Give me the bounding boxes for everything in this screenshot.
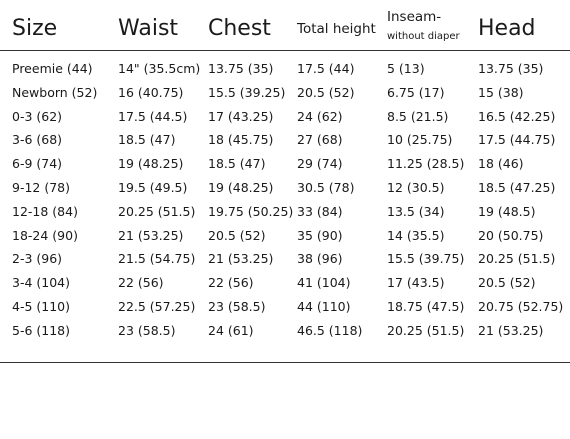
header-waist: Waist xyxy=(118,16,179,41)
cell-inseam: 17 (43.5) xyxy=(387,275,445,291)
cell-total-height: 20.5 (52) xyxy=(297,84,355,100)
cell-inseam: 6.75 (17) xyxy=(387,84,445,100)
cell-head: 16.5 (42.25) xyxy=(478,108,556,124)
cell-size: 6-9 (74) xyxy=(12,156,63,172)
cell-waist: 21.5 (54.75) xyxy=(118,251,196,267)
cell-inseam: 14 (35.5) xyxy=(387,227,445,243)
cell-chest: 22 (56) xyxy=(208,275,254,291)
cell-waist: 23 (58.5) xyxy=(118,322,176,338)
cell-head: 20.5 (52) xyxy=(478,275,536,291)
cell-waist: 20.25 (51.5) xyxy=(118,203,196,219)
cell-chest: 18 (45.75) xyxy=(208,132,274,148)
cell-chest: 19 (48.25) xyxy=(208,180,274,195)
cell-size: 3-6 (68) xyxy=(12,132,63,148)
table-row: 4-5 (110) 22.5 (57.25) 23 (58.5) 44 (110) 18… xyxy=(0,295,570,318)
header-total-height: Total height xyxy=(297,21,376,37)
header-size: Size xyxy=(12,16,58,41)
cell-head: 13.75 (35) xyxy=(478,61,544,76)
cell-size: 5-6 (118) xyxy=(12,322,71,338)
cell-chest: 19.75 (50.25) xyxy=(208,203,294,219)
table-row: Newborn (52) 16 (40.75) 15.5 (39.25) 20.5 (… xyxy=(0,81,570,104)
cell-total-height: 30.5 (78) xyxy=(297,180,355,195)
cell-size: 12-18 (84) xyxy=(12,203,78,219)
cell-inseam: 13.5 (34) xyxy=(387,203,445,219)
cell-waist: 17.5 (44.5) xyxy=(118,108,188,124)
table-row: 18-24 (90) 21 (53.25) 20.5 (52) 35 (90) 14 (… xyxy=(0,224,570,247)
cell-chest: 21 (53.25) xyxy=(208,251,274,267)
cell-waist: 21 (53.25) xyxy=(118,227,184,243)
cell-chest: 24 (61) xyxy=(208,322,254,338)
table-row: 6-9 (74) 19 (48.25) 18.5 (47) 29 (74) 11.25 … xyxy=(0,152,570,175)
cell-chest: 13.75 (35) xyxy=(208,61,274,76)
cell-head: 15 (38) xyxy=(478,84,524,100)
cell-total-height: 41 (104) xyxy=(297,275,351,291)
cell-total-height: 17.5 (44) xyxy=(297,61,355,76)
cell-total-height: 27 (68) xyxy=(297,132,343,148)
cell-size: 2-3 (96) xyxy=(12,251,63,267)
cell-inseam: 10 (25.75) xyxy=(387,132,453,148)
cell-inseam: 20.25 (51.5) xyxy=(387,322,465,338)
header-chest: Chest xyxy=(208,16,271,41)
cell-waist: 19.5 (49.5) xyxy=(118,180,188,195)
cell-size: 18-24 (90) xyxy=(12,227,78,243)
cell-head: 21 (53.25) xyxy=(478,322,544,338)
cell-chest: 23 (58.5) xyxy=(208,299,266,314)
cell-inseam: 8.5 (21.5) xyxy=(387,108,449,124)
header-head: Head xyxy=(478,16,536,41)
header-divider xyxy=(0,50,570,51)
cell-head: 18.5 (47.25) xyxy=(478,180,556,195)
cell-inseam: 5 (13) xyxy=(387,61,425,76)
cell-size: 9-12 (78) xyxy=(12,180,71,195)
table-row: 3-6 (68) 18.5 (47) 18 (45.75) 27 (68) 10 (25… xyxy=(0,128,570,151)
cell-chest: 18.5 (47) xyxy=(208,156,266,172)
cell-waist: 22.5 (57.25) xyxy=(118,299,196,314)
cell-total-height: 24 (62) xyxy=(297,108,343,124)
cell-waist: 19 (48.25) xyxy=(118,156,184,172)
cell-total-height: 44 (110) xyxy=(297,299,351,314)
cell-total-height: 35 (90) xyxy=(297,227,343,243)
cell-inseam: 12 (30.5) xyxy=(387,180,445,195)
cell-inseam: 11.25 (28.5) xyxy=(387,156,465,172)
cell-total-height: 29 (74) xyxy=(297,156,343,172)
cell-size: 3-4 (104) xyxy=(12,275,71,291)
cell-head: 20.75 (52.75) xyxy=(478,299,564,314)
cell-head: 20.25 (51.5) xyxy=(478,251,556,267)
table-row: 9-12 (78) 19.5 (49.5) 19 (48.25) 30.5 (78) 1… xyxy=(0,176,570,199)
cell-size: Preemie (44) xyxy=(12,61,93,76)
cell-head: 20 (50.75) xyxy=(478,227,544,243)
cell-inseam: 15.5 (39.75) xyxy=(387,251,465,267)
cell-head: 17.5 (44.75) xyxy=(478,132,556,148)
header-inseam-subtitle: without diaper xyxy=(387,31,460,42)
cell-chest: 15.5 (39.25) xyxy=(208,84,286,100)
cell-waist: 18.5 (47) xyxy=(118,132,176,148)
cell-waist: 16 (40.75) xyxy=(118,84,184,100)
table-row: 12-18 (84) 20.25 (51.5) 19.75 (50.25) 33 (8… xyxy=(0,200,570,223)
table-row: 0-3 (62) 17.5 (44.5) 17 (43.25) 24 (62) 8.5 … xyxy=(0,105,570,128)
table-row: 5-6 (118) 23 (58.5) 24 (61) 46.5 (118) 20.25… xyxy=(0,319,570,342)
cell-total-height: 33 (84) xyxy=(297,203,343,219)
cell-inseam: 18.75 (47.5) xyxy=(387,299,465,314)
table-bottom-divider xyxy=(0,362,570,363)
cell-size: 0-3 (62) xyxy=(12,108,63,124)
cell-total-height: 46.5 (118) xyxy=(297,322,363,338)
cell-waist: 22 (56) xyxy=(118,275,164,291)
header-inseam: Inseam- xyxy=(387,9,442,25)
cell-total-height: 38 (96) xyxy=(297,251,343,267)
table-row: 2-3 (96) 21.5 (54.75) 21 (53.25) 38 (96) 15.… xyxy=(0,247,570,270)
cell-size: 4-5 (110) xyxy=(12,299,71,314)
cell-head: 18 (46) xyxy=(478,156,524,172)
cell-chest: 17 (43.25) xyxy=(208,108,274,124)
cell-size: Newborn (52) xyxy=(12,84,98,100)
table-row: 3-4 (104) 22 (56) 22 (56) 41 (104) 17 (43.5)… xyxy=(0,271,570,294)
cell-head: 19 (48.5) xyxy=(478,203,536,219)
table-row: Preemie (44) 14" (35.5cm) 13.75 (35) 17.5 (… xyxy=(0,57,570,80)
cell-waist: 14" (35.5cm) xyxy=(118,61,201,76)
cell-chest: 20.5 (52) xyxy=(208,227,266,243)
